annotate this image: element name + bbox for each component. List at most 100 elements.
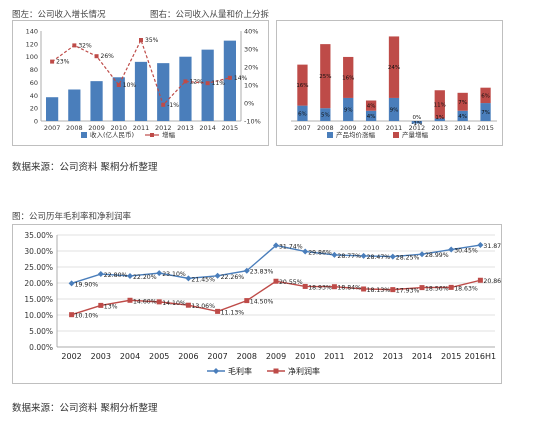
gross-margin-data-label: 31.74% [279, 243, 303, 250]
right-y-tick-label: 0% [244, 100, 254, 108]
price-data-label: 6% [298, 111, 307, 117]
volume-segment [343, 56, 354, 98]
price-segment [411, 121, 423, 124]
volume-segment [457, 92, 468, 111]
net-margin-data-label: 20.86% [483, 278, 501, 285]
x-tick-label: 2007 [44, 124, 61, 132]
growth-point [72, 43, 77, 48]
price-data-label: 4% [367, 114, 376, 120]
price-data-label: 9% [390, 107, 399, 113]
x-tick-label: 2006 [178, 352, 198, 361]
net-margin-point [273, 278, 279, 284]
growth-point [116, 83, 121, 87]
volume-segment [297, 64, 308, 106]
revenue-bar [179, 56, 192, 121]
x-tick-label: 2012 [353, 352, 373, 361]
gross-margin-point [448, 246, 455, 253]
volume-data-label: 4% [367, 104, 376, 110]
gross-net-margin-chart: 0.00% 5.00% 10.00% 15.00% 20.00% 25.00% 30.00%… [24, 231, 507, 376]
price-segment [343, 97, 354, 121]
x-tick-label: 2011 [324, 352, 344, 361]
gross-margin-point [360, 252, 367, 259]
gross-margin-data-label: 28.25% [396, 255, 420, 262]
x-tick-label: 2002 [61, 352, 81, 361]
price-data-label: -1% [412, 121, 423, 127]
gross-margin-data-label: 19.90% [75, 281, 99, 288]
price-segment [365, 110, 377, 121]
price-segment [457, 110, 468, 121]
legend-label-net: 净利润率 [288, 366, 320, 376]
x-tick-label: 2011 [386, 124, 403, 132]
growth-point [139, 38, 143, 42]
margin-chart-caption: 图：公司历年毛利率和净利润率 [12, 212, 132, 222]
price-segment [434, 118, 445, 121]
net-margin-data-label: 14.10% [162, 300, 186, 307]
gross-margin-data-label: 23.10% [162, 271, 186, 278]
net-margin-point [331, 284, 337, 290]
x-tick-label: 2015 [222, 124, 239, 132]
x-tick-label: 2016H1 [465, 352, 496, 361]
x-tick-label: 2005 [149, 352, 169, 361]
growth-data-label: 26% [101, 53, 115, 60]
net-margin-point [185, 302, 191, 308]
gross-margin-point [243, 267, 250, 274]
volume-data-label: 25% [319, 74, 331, 80]
gross-margin-data-label: 21.45% [191, 276, 215, 283]
net-margin-point [98, 302, 104, 308]
volume-segment [434, 90, 445, 119]
x-tick-label: 2009 [266, 352, 286, 361]
growth-data-label: 32% [78, 42, 92, 49]
net-margin-point [244, 298, 250, 304]
volume-segment [388, 36, 400, 98]
price-data-label: 4% [458, 114, 467, 120]
net-margin-data-label: 11.13% [221, 309, 245, 316]
x-tick-label: 2014 [454, 124, 471, 132]
gross-margin-data-label: 28.47% [367, 254, 391, 261]
net-margin-data-label: 18.63% [454, 285, 478, 292]
gross-margin-point [389, 253, 396, 260]
growth-line [51, 38, 231, 106]
volume-data-label: 16% [342, 75, 354, 81]
legend-label-volume: 产量增幅 [402, 130, 429, 139]
gross-margin-data-label: 23.83% [250, 269, 274, 276]
revenue-bar [90, 81, 103, 121]
revenue-chart-frame: 0 20 40 60 80 100 120 140 -10% 0% 10% 20% 30% 40% 2007… [12, 20, 269, 146]
volume-segment [320, 44, 331, 109]
y-tick-label: 25.00% [24, 263, 53, 272]
growth-data-label: 10% [123, 82, 137, 89]
x-tick-label: 2010 [295, 352, 315, 361]
gross-margin-point [419, 251, 425, 258]
top-source-note: 数据来源：公司资料 聚桐分析整理 [12, 162, 158, 173]
gross-margin-data-label: 22.26% [221, 274, 245, 281]
x-tick-label: 2009 [340, 124, 357, 132]
legend-swatch-volume [393, 132, 399, 138]
revenue-bar [112, 77, 125, 121]
x-tick-label: 2014 [199, 124, 216, 132]
revenue-growth-chart: 0 20 40 60 80 100 120 140 -10% 0% 10% 20% 30% 40% 2007… [26, 28, 261, 140]
net-margin-data-label: 14.50% [250, 299, 274, 306]
y-tick-label: 5.00% [29, 327, 53, 336]
volume-data-label: 6% [481, 93, 490, 99]
y-tick-label: 15.00% [24, 295, 53, 304]
legend-label-price: 产品均价涨幅 [336, 130, 376, 139]
x-tick-label: 2004 [120, 352, 140, 361]
revenue-bar [68, 89, 81, 121]
legend-swatch-price [327, 132, 333, 138]
margin-chart-frame: 0.00% 5.00% 10.00% 15.00% 20.00% 25.00% 30.00%… [12, 224, 507, 384]
net-margin-data-label: 20.55% [279, 279, 303, 286]
legend-marker-growth [150, 133, 154, 137]
revenue-bar [46, 97, 59, 121]
revenue-bar [201, 49, 214, 122]
x-tick-label: 2015 [477, 124, 494, 132]
net-margin-data-label: 17.93% [396, 288, 420, 295]
right-y-tick-label: 10% [244, 82, 258, 90]
gross-margin-point [127, 272, 133, 279]
price-data-label: 7% [481, 110, 490, 116]
x-tick-label: 2007 [294, 124, 311, 132]
x-tick-label: 2008 [237, 352, 257, 361]
net-margin-data-label: 18.84% [337, 285, 361, 292]
net-margin-data-label: 13.06% [191, 303, 215, 310]
legend-marker-gross [213, 368, 219, 374]
growth-data-label: 23% [56, 59, 70, 66]
net-margin-data-label: 18.56% [425, 286, 449, 293]
